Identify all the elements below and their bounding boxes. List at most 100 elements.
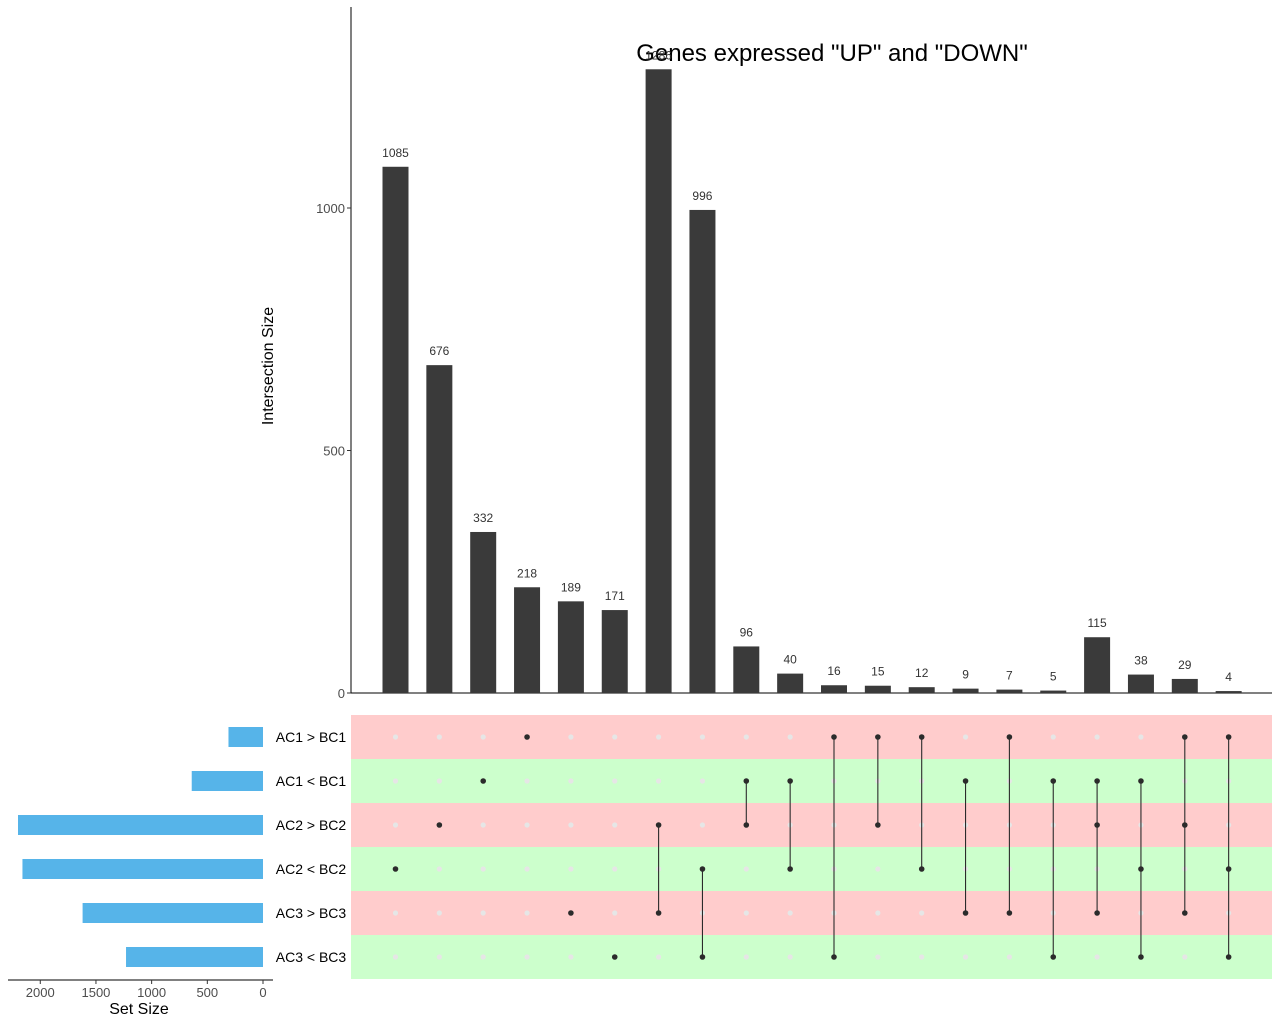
chart-title: Genes expressed "UP" and "DOWN" (636, 40, 1028, 67)
intersection-bar (601, 610, 628, 693)
matrix-dot-active (1182, 734, 1188, 740)
set-size-axis-title: Set Size (109, 1001, 169, 1018)
matrix-dot-inactive (612, 778, 618, 784)
matrix-row-background (351, 847, 1272, 891)
matrix-dot-inactive (436, 954, 442, 960)
intersection-bar-label: 40 (783, 653, 797, 667)
matrix-dot-active (1094, 822, 1100, 828)
set-size-bar (18, 815, 263, 835)
matrix-dot-inactive (524, 778, 530, 784)
matrix-dot-active (1006, 910, 1013, 916)
matrix-row-background (351, 803, 1272, 847)
matrix-dot-inactive (612, 822, 618, 828)
intersection-bar (514, 587, 541, 693)
intersection-bar (952, 688, 979, 693)
matrix-dot-inactive (1006, 954, 1013, 960)
matrix-dot-inactive (568, 734, 574, 740)
matrix-dot-active (436, 822, 443, 828)
matrix-dot-active (962, 910, 969, 916)
matrix-dot-active (787, 778, 793, 784)
matrix-dot-inactive (612, 866, 618, 872)
set-size-bar (22, 859, 264, 879)
intersection-bar (733, 646, 760, 693)
matrix-dot-active (787, 866, 793, 872)
matrix-dot-inactive (392, 822, 399, 828)
set-name-label: AC1 < BC1 (276, 773, 347, 789)
matrix-dot-inactive (875, 954, 881, 960)
set-size-bar (126, 947, 263, 967)
matrix-dot-inactive (392, 910, 399, 916)
matrix-dot-active (743, 822, 750, 828)
matrix-dot-inactive (656, 954, 662, 960)
matrix-dot-inactive (787, 734, 793, 740)
set-name-label: AC2 < BC2 (276, 861, 347, 877)
matrix-dot-active (918, 866, 925, 872)
matrix-dot-active (1138, 778, 1144, 784)
matrix-dot-inactive (392, 778, 399, 784)
matrix-dot-inactive (1094, 734, 1100, 740)
intersection-bar-label: 115 (1088, 616, 1107, 630)
matrix-row-background (351, 891, 1272, 935)
matrix-dot-inactive (524, 866, 530, 872)
matrix-dot-active (831, 734, 837, 740)
intersection-bar-label: 29 (1178, 658, 1192, 672)
matrix-dot-inactive (699, 734, 706, 740)
x-tick-label: 500 (196, 985, 218, 1000)
set-name-label: AC3 > BC3 (276, 905, 347, 921)
intersection-bar (689, 209, 716, 693)
intersection-bar (426, 365, 453, 693)
matrix-dot-inactive (743, 734, 749, 740)
intersection-bar-label: 996 (692, 189, 712, 203)
matrix-dot-inactive (962, 734, 969, 740)
membership-matrix-panel (351, 715, 1272, 979)
matrix-row-background (351, 715, 1272, 759)
intersection-bar (1040, 690, 1067, 693)
matrix-dot-active (1050, 954, 1057, 960)
matrix-dot-active (1182, 822, 1188, 828)
x-tick-label: 1000 (137, 985, 166, 1000)
x-tick-label: 0 (259, 985, 266, 1000)
matrix-dot-active (1006, 734, 1013, 740)
intersection-bar-label: 96 (740, 625, 754, 639)
matrix-dot-inactive (743, 910, 749, 916)
y-tick-label: 500 (323, 444, 345, 459)
matrix-dot-active (1225, 866, 1232, 872)
x-tick-label: 2000 (26, 985, 55, 1000)
x-tick-label: 1500 (81, 985, 110, 1000)
intersection-bar-label: 16 (827, 664, 841, 678)
intersection-bar-label: 12 (915, 666, 929, 680)
intersection-bar (1215, 691, 1242, 693)
matrix-dot-active (875, 822, 881, 828)
matrix-dot-active (1225, 954, 1232, 960)
matrix-dot-inactive (875, 910, 881, 916)
matrix-dot-active (655, 910, 662, 916)
matrix-dot-inactive (787, 910, 793, 916)
intersection-bar (470, 531, 497, 693)
matrix-dot-active (655, 822, 662, 828)
matrix-dot-active (1138, 866, 1144, 872)
matrix-dot-active (524, 734, 530, 740)
matrix-dot-inactive (480, 910, 486, 916)
matrix-dot-inactive (568, 822, 574, 828)
matrix-row-background (351, 935, 1272, 979)
matrix-dot-inactive (392, 954, 399, 960)
intersection-bar-label: 218 (517, 566, 537, 580)
matrix-dot-inactive (656, 734, 662, 740)
matrix-dot-inactive (612, 910, 618, 916)
matrix-dot-inactive (962, 954, 969, 960)
matrix-dot-active (743, 778, 750, 784)
matrix-dot-active (699, 866, 706, 872)
matrix-dot-inactive (568, 954, 574, 960)
set-size-bar (228, 727, 263, 747)
matrix-dot-inactive (699, 778, 706, 784)
intersection-size-axis-title: Intersection Size (260, 307, 277, 425)
matrix-dot-active (1138, 954, 1144, 960)
intersection-bar (1084, 637, 1111, 693)
matrix-dot-inactive (524, 954, 530, 960)
matrix-dot-inactive (436, 866, 442, 872)
matrix-dot-active (1094, 778, 1100, 784)
matrix-dot-inactive (699, 822, 706, 828)
matrix-dot-inactive (919, 910, 925, 916)
set-name-label: AC1 > BC1 (276, 729, 347, 745)
